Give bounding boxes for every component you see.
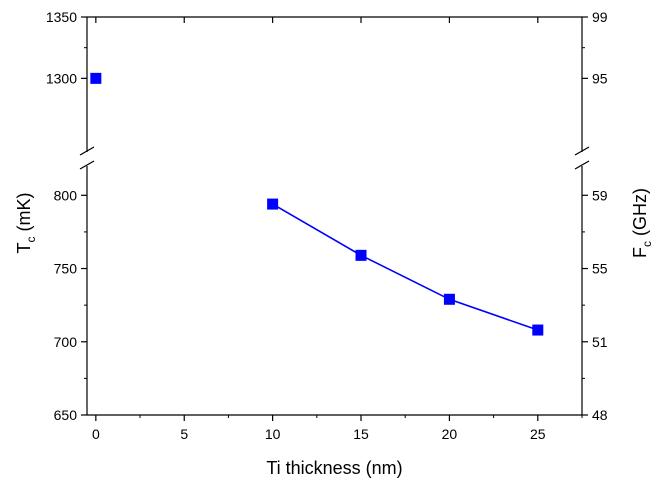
y-tick-label-left: 1350 [46, 9, 77, 25]
y-tick-label-right: 51 [592, 334, 608, 350]
y-tick-label-right: 99 [592, 9, 608, 25]
y-tick-label-left: 1300 [46, 70, 77, 86]
y-tick-label-left: 800 [54, 187, 78, 203]
x-ticks: 0 5 10 15 20 25 [92, 17, 583, 442]
y-tick-label-right: 59 [592, 187, 608, 203]
y-axis-label-left-unit: (mK) [14, 193, 34, 237]
y-tick-label-left: 650 [54, 407, 78, 423]
y-axis-label-right-main: F [630, 247, 650, 258]
x-axis-label: Ti thickness (nm) [266, 458, 402, 478]
y-axis-label-left-sub: c [24, 237, 38, 243]
axis-break-mark-left [79, 160, 95, 170]
data-series [90, 72, 544, 336]
x-tick-label: 5 [180, 426, 188, 442]
y-axis-label-right-unit: (GHz) [630, 188, 650, 241]
data-point [90, 72, 102, 84]
axis-break-mark-left [79, 146, 95, 156]
y-axis-label-right-sub: c [640, 241, 654, 247]
y-tick-label-right: 48 [592, 407, 608, 423]
axis-break-mark-right [574, 160, 590, 170]
y-tick-label-left: 700 [54, 334, 78, 350]
y-tick-label-right: 55 [592, 261, 608, 277]
data-point [443, 293, 455, 305]
y-axis-label-left-main: T [14, 243, 34, 254]
y-ticks: 650 48 700 51 750 55 800 59 1300 95 1350 99 [46, 9, 608, 423]
plot-frame [79, 16, 590, 416]
y-axis-label-left: Tc (mK) [14, 193, 38, 254]
y-tick-label-right: 95 [592, 70, 608, 86]
data-point [267, 198, 279, 210]
x-tick-label: 0 [92, 426, 100, 442]
series-line [272, 203, 539, 331]
x-tick-label: 20 [442, 426, 458, 442]
x-tick-label: 25 [530, 426, 546, 442]
x-tick-label: 10 [265, 426, 281, 442]
axis-break-mark-right [574, 146, 590, 156]
y-tick-label-left: 750 [54, 261, 78, 277]
y-axis-label-right: Fc (GHz) [630, 188, 654, 258]
data-point [355, 249, 367, 261]
x-tick-label: 15 [353, 426, 369, 442]
data-point [532, 324, 544, 336]
